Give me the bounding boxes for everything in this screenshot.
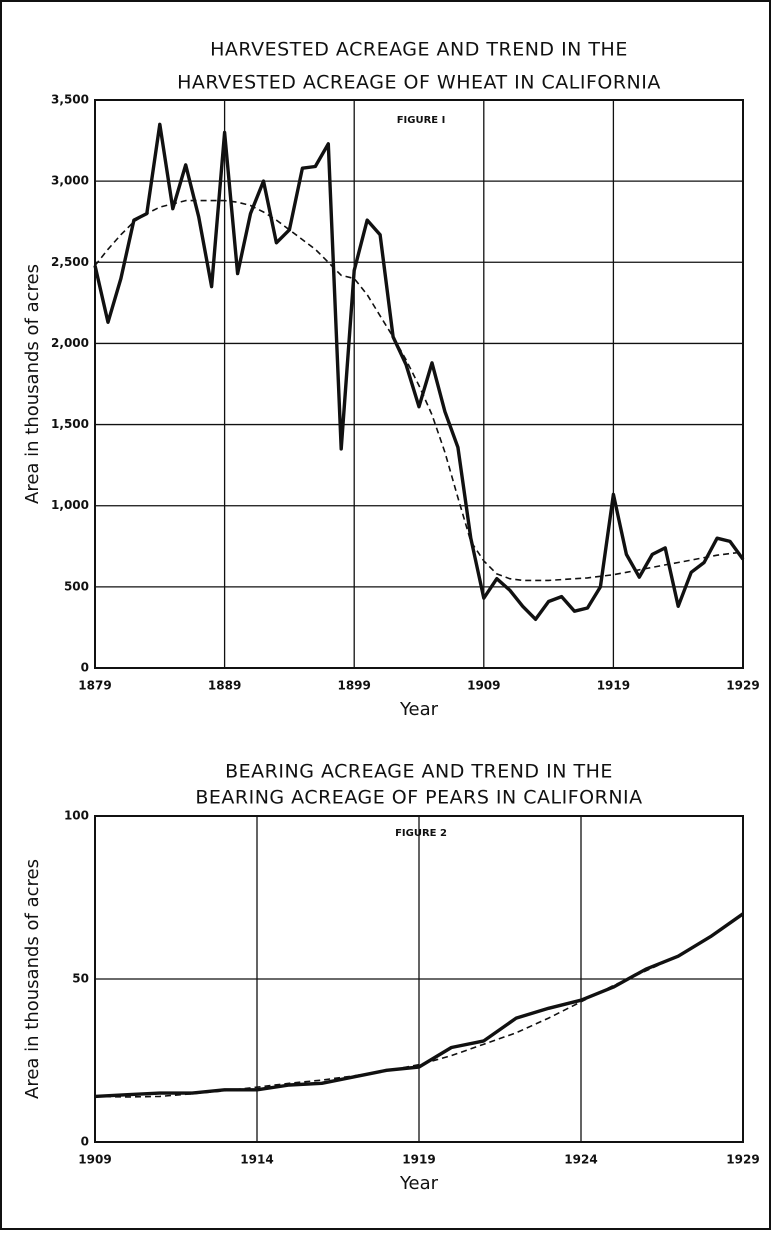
figure-label: FIGURE I — [397, 115, 446, 126]
figure-label: FIGURE 2 — [395, 828, 447, 839]
y-axis-label: Area in thousands of acres — [22, 859, 43, 1099]
y-tick-label: 1,000 — [51, 498, 89, 512]
x-tick-label: 1929 — [726, 679, 759, 693]
x-tick-label: 1929 — [726, 1153, 759, 1167]
x-tick-label: 1919 — [597, 679, 630, 693]
chart-title: HARVESTED ACREAGE AND TREND IN THE — [210, 39, 628, 61]
x-axis-label: Year — [399, 699, 439, 720]
y-tick-label: 0 — [81, 661, 89, 675]
x-tick-label: 1899 — [337, 679, 370, 693]
y-tick-label: 3,500 — [51, 93, 89, 107]
y-tick-label: 2,500 — [51, 255, 89, 269]
chart-title: BEARING ACREAGE OF PEARS IN CALIFORNIA — [195, 787, 642, 809]
y-tick-label: 50 — [72, 972, 89, 986]
y-axis-label: Area in thousands of acres — [22, 264, 43, 504]
y-tick-label: 500 — [64, 579, 89, 593]
x-tick-label: 1914 — [240, 1153, 273, 1167]
chart-title: BEARING ACREAGE AND TREND IN THE — [225, 761, 613, 783]
y-tick-label: 3,000 — [51, 174, 89, 188]
data-line — [94, 199, 744, 582]
x-axis-label: Year — [399, 1173, 439, 1194]
plot-frame — [94, 815, 744, 1143]
x-tick-label: 1879 — [78, 679, 111, 693]
x-tick-label: 1924 — [564, 1153, 597, 1167]
y-tick-label: 1,500 — [51, 417, 89, 431]
data-line — [94, 913, 744, 1098]
y-tick-label: 2,000 — [51, 336, 89, 350]
chart-title: HARVESTED ACREAGE OF WHEAT IN CALIFORNIA — [177, 72, 661, 94]
x-tick-label: 1889 — [208, 679, 241, 693]
x-tick-label: 1909 — [467, 679, 500, 693]
x-tick-label: 1919 — [402, 1153, 435, 1167]
y-tick-label: 100 — [64, 809, 89, 823]
y-tick-label: 0 — [81, 1135, 89, 1149]
data-line — [93, 122, 745, 621]
x-tick-label: 1909 — [78, 1153, 111, 1167]
plot-frame — [94, 99, 744, 669]
